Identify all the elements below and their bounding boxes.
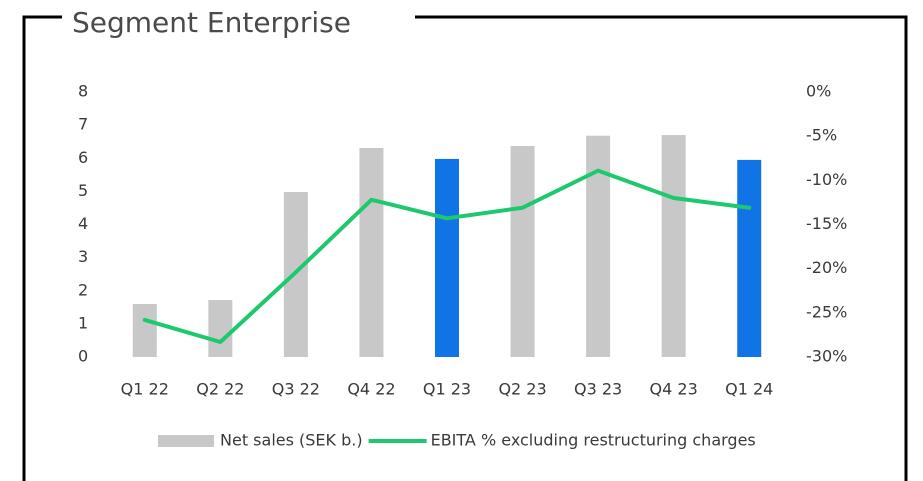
y-tick-label: 8 <box>78 82 88 101</box>
y2-tick-label: 0% <box>806 82 831 101</box>
legend-label: Net sales (SEK b.) <box>220 431 363 450</box>
y-tick-label: 2 <box>78 280 88 299</box>
y-tick-label: 3 <box>78 247 88 266</box>
x-tick-label: Q2 23 <box>498 380 546 399</box>
y-tick-label: 4 <box>78 214 88 233</box>
x-tick-label: Q4 22 <box>347 380 395 399</box>
bar <box>510 145 535 357</box>
y-tick-label: 5 <box>78 181 88 200</box>
y-tick-label: 6 <box>78 148 88 167</box>
bar <box>435 158 459 357</box>
frame <box>22 15 908 481</box>
y-tick-label: 0 <box>78 347 88 366</box>
x-tick-label: Q1 23 <box>423 380 471 399</box>
y-tick-label: 7 <box>78 115 88 134</box>
y2-tick-label: -10% <box>806 170 847 189</box>
bar <box>661 135 686 357</box>
x-tick-label: Q1 24 <box>725 380 773 399</box>
y2-tick-label: -25% <box>806 302 847 321</box>
bar <box>737 159 762 357</box>
legend-swatch <box>158 435 214 447</box>
legend-label: EBITA % excluding restructuring charges <box>431 431 756 450</box>
x-tick-label: Q3 23 <box>574 380 622 399</box>
bar <box>208 300 233 357</box>
bar <box>132 304 157 357</box>
chart-title: Segment Enterprise <box>72 6 351 39</box>
line <box>142 168 752 344</box>
x-tick-label: Q4 23 <box>650 380 698 399</box>
x-tick-label: Q1 22 <box>121 380 169 399</box>
y2-tick-label: -15% <box>806 214 847 233</box>
y-tick-label: 1 <box>78 313 88 332</box>
y2-tick-label: -20% <box>806 258 847 277</box>
y2-tick-label: -30% <box>806 347 847 366</box>
x-tick-label: Q3 22 <box>272 380 320 399</box>
x-tick-label: Q2 22 <box>196 380 244 399</box>
y2-tick-label: -5% <box>806 126 837 145</box>
bar <box>359 147 384 357</box>
